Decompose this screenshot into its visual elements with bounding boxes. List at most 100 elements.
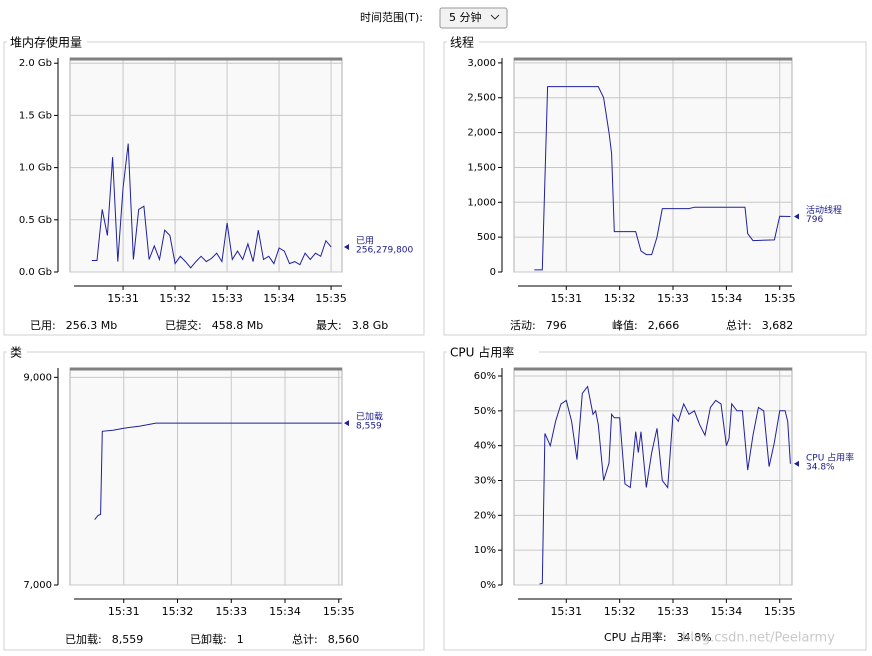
series-line	[534, 86, 791, 271]
y-tick-label: 0%	[480, 580, 496, 591]
footer-label: 总计:	[292, 632, 318, 646]
time-range-select[interactable]: 5 分钟	[439, 7, 508, 29]
plot-area	[513, 367, 793, 586]
y-tick-label: 500	[477, 232, 496, 243]
x-tick-label: 15:34	[269, 605, 301, 618]
series-name: 已用	[356, 235, 374, 246]
y-tick-label: 20%	[474, 510, 496, 521]
footer-item: 已加载: 8,559	[65, 633, 143, 646]
plot-area	[69, 57, 343, 273]
current-value: 34.8%	[806, 462, 835, 472]
x-tick-label: 15:32	[604, 605, 636, 618]
footer-item: 已提交: 458.8 Mb	[165, 318, 263, 332]
x-tick-label: 15:33	[657, 292, 689, 305]
current-marker	[794, 213, 799, 220]
x-tick-label: 15:33	[657, 605, 689, 618]
footer-value: 8,559	[112, 633, 144, 646]
y-tick-label: 0.0 Gb	[19, 267, 52, 278]
y-tick-label: 60%	[474, 371, 496, 382]
footer-value: 3,682	[762, 319, 794, 332]
footer-item: 总计: 3,682	[726, 318, 793, 332]
series-name: 活动线程	[806, 204, 842, 216]
footer-label: CPU 占用率:	[604, 630, 667, 644]
x-tick-label: 15:31	[550, 292, 582, 305]
current-marker	[344, 420, 349, 427]
x-tick-label: 15:35	[323, 605, 355, 618]
y-tick-label: 3,000	[467, 58, 496, 69]
footer-item: 已卸载: 1	[190, 632, 244, 646]
x-tick-label: 15:32	[159, 292, 191, 305]
current-value: 8,559	[356, 422, 382, 432]
x-tick-label: 15:35	[764, 292, 796, 305]
footer-label: 已卸载:	[190, 632, 227, 646]
select-arrow[interactable]	[490, 14, 500, 20]
panel-title: 类	[10, 346, 22, 360]
select-value[interactable]: 5 分钟	[449, 10, 482, 24]
footer-label: 已用:	[30, 319, 56, 332]
select-box[interactable]	[439, 7, 508, 29]
panel-frame	[3, 351, 425, 651]
footer-label: 已加载:	[65, 633, 102, 646]
series-name: CPU 占用率	[806, 451, 854, 463]
y-tick-label: 50%	[474, 406, 496, 417]
y-tick-label: 2,000	[467, 128, 496, 139]
x-tick-label: 15:32	[604, 292, 636, 305]
footer-label: 最大:	[316, 318, 342, 332]
x-tick-label: 15:33	[215, 605, 247, 618]
time-range-label: 时间范围(T):	[360, 10, 423, 24]
y-tick-label: 2.0 Gb	[19, 58, 52, 69]
footer-item: CPU 占用率: 34.8%	[604, 630, 712, 644]
current-value: 796	[806, 215, 823, 225]
y-tick-label: 1.5 Gb	[19, 110, 52, 121]
series-line	[94, 422, 342, 520]
series-line	[539, 385, 791, 585]
footer-value: 2,666	[648, 319, 680, 332]
panel-frame	[443, 351, 867, 651]
panel-title-bg	[7, 35, 87, 49]
panel-title: 线程	[450, 35, 474, 50]
footer-value: 34.8%	[677, 631, 712, 644]
panel-title: CPU 占用率	[450, 345, 514, 360]
y-tick-label: 1,500	[467, 162, 496, 173]
y-tick-label: 40%	[474, 441, 496, 452]
x-tick-label: 15:35	[764, 605, 796, 618]
series-name: 已加载	[356, 411, 383, 423]
y-tick-label: 7,000	[23, 580, 52, 591]
x-tick-label: 15:32	[162, 605, 194, 618]
x-tick-label: 15:35	[315, 292, 347, 305]
footer-value: 8,560	[328, 633, 360, 646]
x-tick-label: 15:34	[263, 292, 295, 305]
y-tick-label: 1.0 Gb	[19, 163, 52, 174]
footer-item: 活动: 796	[510, 319, 567, 332]
x-tick-label: 15:31	[107, 292, 139, 305]
panel-title-bg	[7, 345, 27, 359]
y-tick-label: 0	[490, 267, 496, 278]
y-tick-label: 0.5 Gb	[19, 215, 52, 226]
watermark: blog.csdn.net/Peelarmy	[682, 631, 835, 646]
panel-frame	[3, 41, 425, 336]
y-tick-label: 30%	[474, 476, 496, 487]
y-tick-label: 9,000	[23, 372, 52, 383]
footer-value: 1	[237, 633, 244, 646]
footer-item: 总计: 8,560	[292, 632, 359, 646]
series-line	[91, 143, 332, 269]
footer-label: 活动:	[510, 319, 536, 332]
panel-title-bg	[447, 345, 539, 359]
y-tick-label: 1,000	[467, 197, 496, 208]
y-tick-label: 2,500	[467, 93, 496, 104]
current-marker	[344, 243, 349, 250]
x-tick-label: 15:34	[711, 292, 743, 305]
plot-area	[513, 57, 793, 273]
panel-title-bg	[447, 35, 479, 49]
x-tick-label: 15:34	[711, 605, 743, 618]
footer-value: 796	[546, 319, 567, 332]
y-tick-label: 10%	[474, 545, 496, 556]
footer-item: 已用: 256.3 Mb	[30, 319, 117, 332]
panel-title: 堆内存使用量	[10, 35, 82, 50]
x-tick-label: 15:31	[550, 605, 582, 618]
footer-item: 峰值: 2,666	[612, 319, 679, 332]
footer-value: 458.8 Mb	[212, 319, 263, 332]
footer-label: 已提交:	[165, 318, 202, 332]
footer-label: 总计:	[726, 318, 752, 332]
